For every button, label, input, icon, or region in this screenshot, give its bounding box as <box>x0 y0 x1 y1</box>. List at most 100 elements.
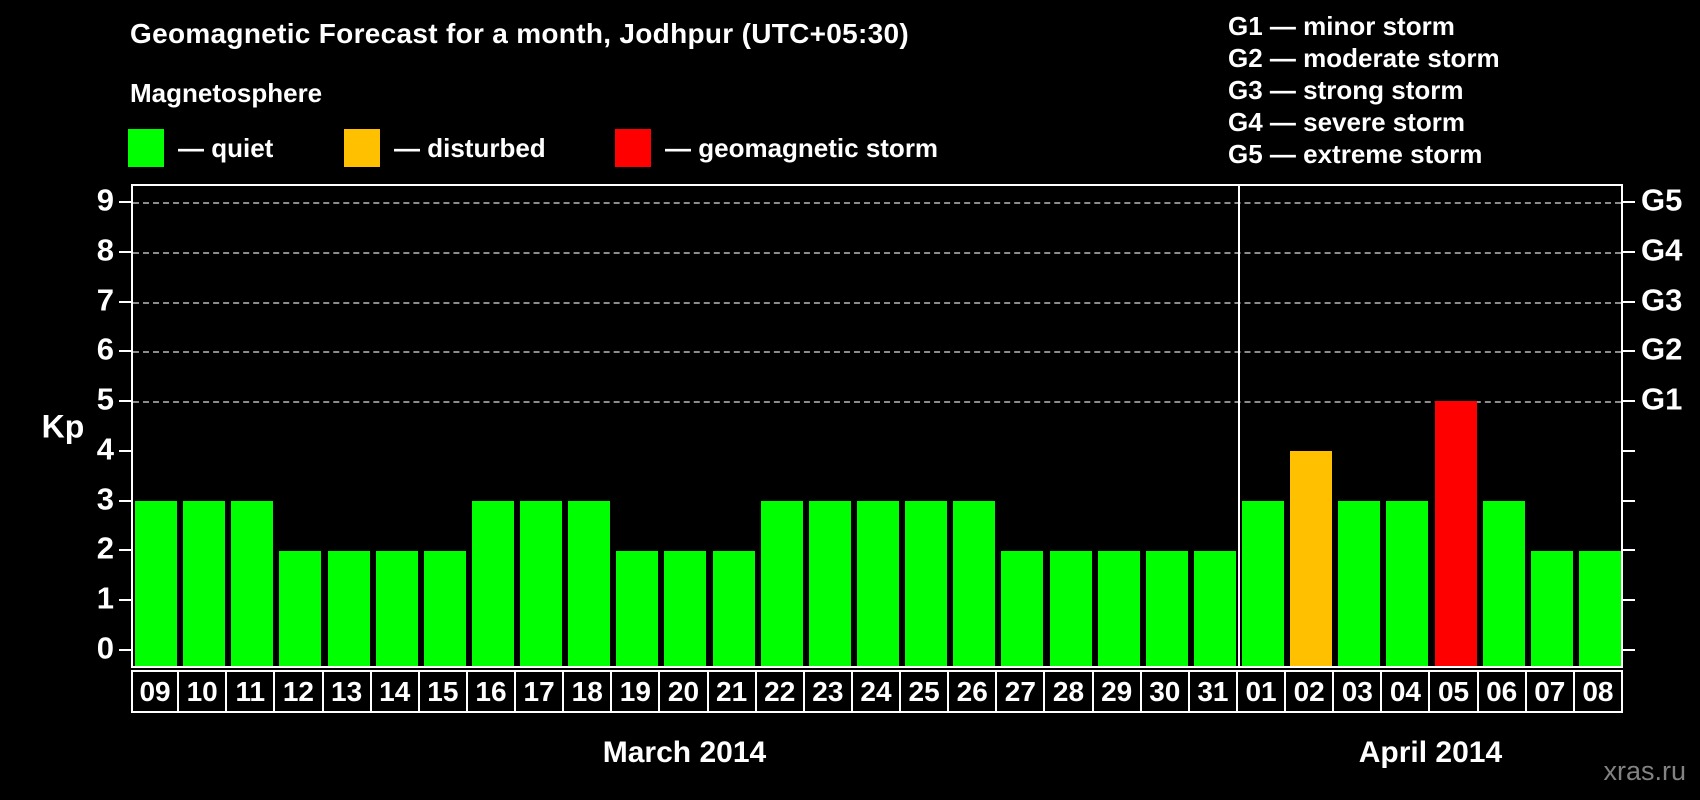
storm-scale-g4: G4 — severe storm <box>1228 107 1466 137</box>
legend-item-disturbed: — disturbed <box>344 128 546 168</box>
kp-bar-april-03 <box>1338 500 1381 666</box>
magnetosphere-legend-title: Magnetosphere <box>130 78 323 108</box>
legend-item-quiet: — quiet <box>128 128 273 168</box>
y-tick-label-3: 3 <box>96 481 114 517</box>
right-tick-9 <box>1623 200 1635 203</box>
kp-bar-march-20 <box>664 550 707 666</box>
kp-bar-march-31 <box>1193 550 1236 666</box>
legend-label-storm: — geomagnetic storm <box>665 132 939 163</box>
right-tick-6 <box>1623 350 1635 353</box>
kp-bar-april-08 <box>1578 550 1621 666</box>
kp-bar-april-04 <box>1386 500 1429 666</box>
day-label-march-09: 09 <box>131 670 180 713</box>
chart-title: Geomagnetic Forecast for a month, Jodhpu… <box>130 18 910 49</box>
legend-item-storm: — geomagnetic storm <box>615 128 938 168</box>
month-label-april: April 2014 <box>1358 736 1503 769</box>
y-axis-title: Kp <box>41 408 85 445</box>
storm-scale-legend: G1 — minor storm G2 — moderate storm G3 … <box>1228 10 1500 170</box>
right-tick-0 <box>1623 649 1635 652</box>
legend-label-quiet: — quiet <box>178 132 274 163</box>
day-label-april-01: 01 <box>1235 670 1287 713</box>
left-tick-9 <box>119 200 131 203</box>
kp-bar-april-07 <box>1530 550 1573 666</box>
right-axis-label-g1: G1 <box>1641 381 1683 417</box>
watermark: xras.ru <box>1603 756 1686 786</box>
day-label-march-24: 24 <box>850 670 902 713</box>
day-label-march-27: 27 <box>995 670 1046 713</box>
kp-bar-march-17 <box>520 500 563 666</box>
kp-bar-april-01 <box>1242 500 1285 666</box>
kp-bar-march-14 <box>375 550 418 666</box>
kp-bar-march-16 <box>471 500 514 666</box>
day-label-april-03: 03 <box>1332 670 1383 713</box>
kp-bar-march-23 <box>808 500 851 666</box>
gridline-kp9 <box>133 201 1621 204</box>
kp-bar-march-22 <box>760 500 803 666</box>
left-tick-6 <box>119 350 131 353</box>
left-tick-8 <box>119 250 131 253</box>
kp-bar-march-18 <box>568 500 611 666</box>
storm-scale-g2: G2 — moderate storm <box>1228 43 1500 73</box>
day-label-april-02: 02 <box>1284 670 1335 713</box>
gridline-kp5 <box>133 401 1621 404</box>
day-label-april-07: 07 <box>1524 670 1575 713</box>
day-label-march-12: 12 <box>273 670 324 713</box>
day-label-march-10: 10 <box>177 670 228 713</box>
y-tick-label-8: 8 <box>96 232 114 268</box>
gridline-kp6 <box>133 351 1621 354</box>
kp-bar-march-26 <box>953 500 996 666</box>
day-label-march-22: 22 <box>754 670 805 713</box>
storm-scale-g5: G5 — extreme storm <box>1228 139 1483 169</box>
left-tick-5 <box>119 400 131 403</box>
y-tick-label-4: 4 <box>96 431 114 467</box>
plot-area <box>131 184 1623 668</box>
y-tick-label-9: 9 <box>96 182 114 218</box>
day-label-march-29: 29 <box>1091 670 1142 713</box>
legend-label-disturbed: — disturbed <box>394 132 546 163</box>
day-label-march-25: 25 <box>899 670 950 713</box>
kp-bar-march-27 <box>1001 550 1044 666</box>
kp-bar-march-12 <box>279 550 322 666</box>
day-label-april-05: 05 <box>1428 670 1479 713</box>
left-tick-4 <box>119 449 131 452</box>
storm-scale-g3: G3 — strong storm <box>1228 75 1464 105</box>
kp-bar-march-19 <box>616 550 659 666</box>
right-tick-5 <box>1623 400 1635 403</box>
month-label-march: March 2014 <box>602 736 767 769</box>
kp-bar-march-30 <box>1145 550 1188 666</box>
left-tick-7 <box>119 300 131 303</box>
kp-bar-april-02 <box>1290 450 1333 666</box>
y-tick-label-2: 2 <box>96 531 114 567</box>
y-tick-label-7: 7 <box>96 282 114 318</box>
kp-bar-march-10 <box>183 500 226 666</box>
left-tick-2 <box>119 549 131 552</box>
storm-scale-g1: G1 — minor storm <box>1228 11 1455 41</box>
y-tick-label-0: 0 <box>96 630 114 666</box>
day-label-march-18: 18 <box>562 670 613 713</box>
kp-bar-march-11 <box>231 500 274 666</box>
day-label-march-26: 26 <box>947 670 998 713</box>
quiet-color-swatch <box>128 129 164 167</box>
kp-bar-march-28 <box>1049 550 1092 666</box>
day-label-april-08: 08 <box>1572 670 1623 713</box>
kp-bar-april-06 <box>1482 500 1525 666</box>
day-label-march-16: 16 <box>465 670 517 713</box>
day-label-march-11: 11 <box>225 670 276 713</box>
day-label-march-19: 19 <box>610 670 661 713</box>
right-axis-label-g2: G2 <box>1641 331 1683 367</box>
right-tick-8 <box>1623 250 1635 253</box>
y-tick-label-6: 6 <box>96 331 114 367</box>
kp-bar-march-09 <box>135 500 178 666</box>
right-axis-label-g3: G3 <box>1641 282 1683 318</box>
storm-color-swatch <box>615 129 651 167</box>
day-label-april-04: 04 <box>1380 670 1431 713</box>
left-tick-1 <box>119 599 131 602</box>
kp-bar-march-25 <box>905 500 948 666</box>
right-tick-3 <box>1623 499 1635 502</box>
right-tick-2 <box>1623 549 1635 552</box>
kp-bar-march-21 <box>712 550 755 666</box>
day-label-march-14: 14 <box>369 670 420 713</box>
disturbed-color-swatch <box>344 129 380 167</box>
kp-bar-april-05 <box>1434 401 1477 666</box>
